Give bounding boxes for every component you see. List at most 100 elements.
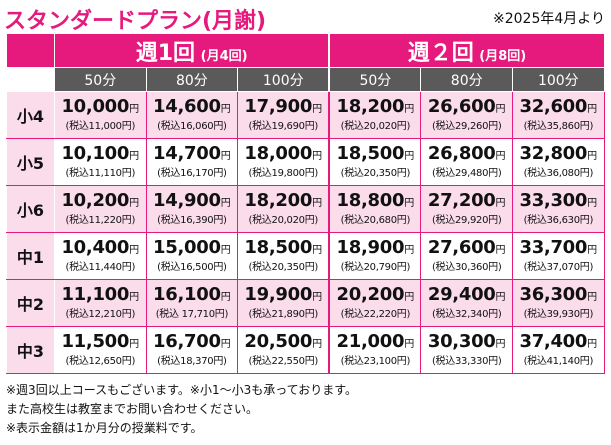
price-line: 18,200円	[330, 97, 420, 120]
price-cell: 18,000円 (税込19,800円)	[237, 138, 330, 186]
tax-included-price: (税込20,350円)	[248, 262, 319, 273]
price-line: 18,000円	[238, 144, 328, 167]
price-cell: 32,600円 (税込35,860円)	[512, 91, 605, 139]
duration-header: 80分	[420, 67, 513, 92]
yen-unit: 円	[312, 245, 323, 256]
tax-included-price: (税込11,440円)	[65, 262, 136, 273]
price-amount: 20,200	[336, 284, 405, 305]
tax-included-price: (税込20,680円)	[340, 215, 411, 226]
duration-header: 100分	[237, 67, 330, 92]
price-cell: 18,800円 (税込20,680円)	[328, 185, 422, 233]
yen-unit: 円	[129, 151, 140, 162]
header-corner	[6, 33, 55, 68]
price-table: 週1回 (月4回) 週２回 (月8回) 50分 80分 100分 50分 80分…	[6, 33, 605, 374]
yen-unit: 円	[404, 339, 415, 350]
yen-unit: 円	[312, 339, 323, 350]
price-line: 15,000円	[147, 238, 238, 261]
price-cell: 16,700円 (税込18,370円)	[145, 326, 239, 374]
note-line: また高校生は教室までお問い合わせください。	[6, 402, 259, 416]
price-amount: 16,100	[153, 284, 221, 305]
price-line: 16,700円	[147, 332, 238, 355]
grade-label: 中3	[6, 326, 55, 374]
yen-unit: 円	[129, 104, 140, 115]
grade-label: 中2	[6, 279, 55, 327]
yen-unit: 円	[220, 104, 231, 115]
table-row: 小6 10,200円 (税込11,220円) 14,900円 (税込16,390円) 18…	[6, 185, 605, 233]
tax-included-price: (税込41,140円)	[523, 356, 594, 367]
price-line: 20,200円	[330, 285, 420, 308]
price-amount: 14,900	[153, 190, 221, 211]
price-amount: 33,700	[519, 237, 588, 258]
price-line: 18,500円	[238, 238, 328, 261]
price-line: 10,100円	[55, 144, 146, 167]
table-row: 中1 10,400円 (税込11,440円) 15,000円 (税込16,500円) 18…	[6, 232, 605, 280]
price-amount: 11,100	[61, 284, 130, 305]
price-amount: 26,600	[427, 96, 496, 117]
price-cell: 17,900円 (税込19,690円)	[237, 91, 330, 139]
price-amount: 27,200	[427, 190, 496, 211]
yen-unit: 円	[495, 104, 506, 115]
price-amount: 18,200	[244, 190, 313, 211]
price-amount: 18,200	[336, 96, 405, 117]
price-line: 29,400円	[421, 285, 512, 308]
price-cell: 18,500円 (税込20,350円)	[237, 232, 330, 280]
group-detail: (月8回)	[479, 48, 527, 64]
price-cell: 11,100円 (税込12,210円)	[54, 279, 147, 327]
yen-unit: 円	[220, 339, 231, 350]
yen-unit: 円	[129, 292, 140, 303]
page-title: スタンダードプラン(月謝)	[4, 9, 267, 34]
effective-date: ※2025年4月より	[493, 11, 605, 27]
price-amount: 29,400	[427, 284, 496, 305]
note-line: ※表示金額は1か月分の授業料です。	[6, 421, 203, 435]
price-cell: 29,400円 (税込32,340円)	[420, 279, 513, 327]
price-line: 11,500円	[55, 332, 146, 355]
price-amount: 10,000	[61, 96, 130, 117]
grade-label: 小6	[6, 185, 55, 233]
price-cell: 26,800円 (税込29,480円)	[420, 138, 513, 186]
price-cell: 14,900円 (税込16,390円)	[145, 185, 239, 233]
price-cell: 37,400円 (税込41,140円)	[512, 326, 605, 374]
yen-unit: 円	[587, 104, 598, 115]
price-line: 10,200円	[55, 191, 146, 214]
price-amount: 37,400	[519, 331, 588, 352]
price-line: 11,100円	[55, 285, 146, 308]
group-header-weekly-2: 週２回 (月8回)	[328, 33, 605, 68]
price-amount: 18,500	[244, 237, 313, 258]
price-line: 32,600円	[513, 97, 604, 120]
duration-corner	[6, 67, 55, 92]
group-name: 週1回	[135, 40, 196, 66]
price-cell: 32,800円 (税込36,080円)	[512, 138, 605, 186]
price-cell: 18,500円 (税込20,350円)	[328, 138, 422, 186]
tax-included-price: (税込11,220円)	[65, 215, 136, 226]
tax-included-price: (税込16,500円)	[157, 262, 227, 273]
price-cell: 10,200円 (税込11,220円)	[54, 185, 147, 233]
price-amount: 20,500	[244, 331, 313, 352]
table-row: 中2 11,100円 (税込12,210円) 16,100円 (税込 17,710円) 1…	[6, 279, 605, 327]
price-line: 33,300円	[513, 191, 604, 214]
tax-included-price: (税込33,330円)	[431, 356, 502, 367]
price-cell: 30,300円 (税込33,330円)	[420, 326, 513, 374]
price-cell: 21,000円 (税込23,100円)	[328, 326, 422, 374]
tax-included-price: (税込16,060円)	[157, 121, 227, 132]
price-cell: 10,000円 (税込11,000円)	[54, 91, 147, 139]
yen-unit: 円	[404, 151, 415, 162]
price-table-body: 小4 10,000円 (税込11,000円) 14,600円 (税込16,060円) 17…	[6, 91, 605, 374]
price-amount: 14,700	[153, 143, 221, 164]
tax-included-price: (税込35,860円)	[523, 121, 594, 132]
price-cell: 18,900円 (税込20,790円)	[328, 232, 422, 280]
yen-unit: 円	[129, 198, 140, 209]
price-line: 27,600円	[421, 238, 512, 261]
price-cell: 27,200円 (税込29,920円)	[420, 185, 513, 233]
price-line: 30,300円	[421, 332, 512, 355]
price-line: 26,800円	[421, 144, 512, 167]
yen-unit: 円	[220, 151, 231, 162]
price-line: 36,300円	[513, 285, 604, 308]
yen-unit: 円	[495, 339, 506, 350]
price-amount: 32,600	[519, 96, 588, 117]
price-cell: 33,300円 (税込36,630円)	[512, 185, 605, 233]
yen-unit: 円	[587, 198, 598, 209]
price-line: 32,800円	[513, 144, 604, 167]
tax-included-price: (税込29,260円)	[431, 121, 502, 132]
price-cell: 15,000円 (税込16,500円)	[145, 232, 239, 280]
tax-included-price: (税込22,220円)	[340, 309, 411, 320]
